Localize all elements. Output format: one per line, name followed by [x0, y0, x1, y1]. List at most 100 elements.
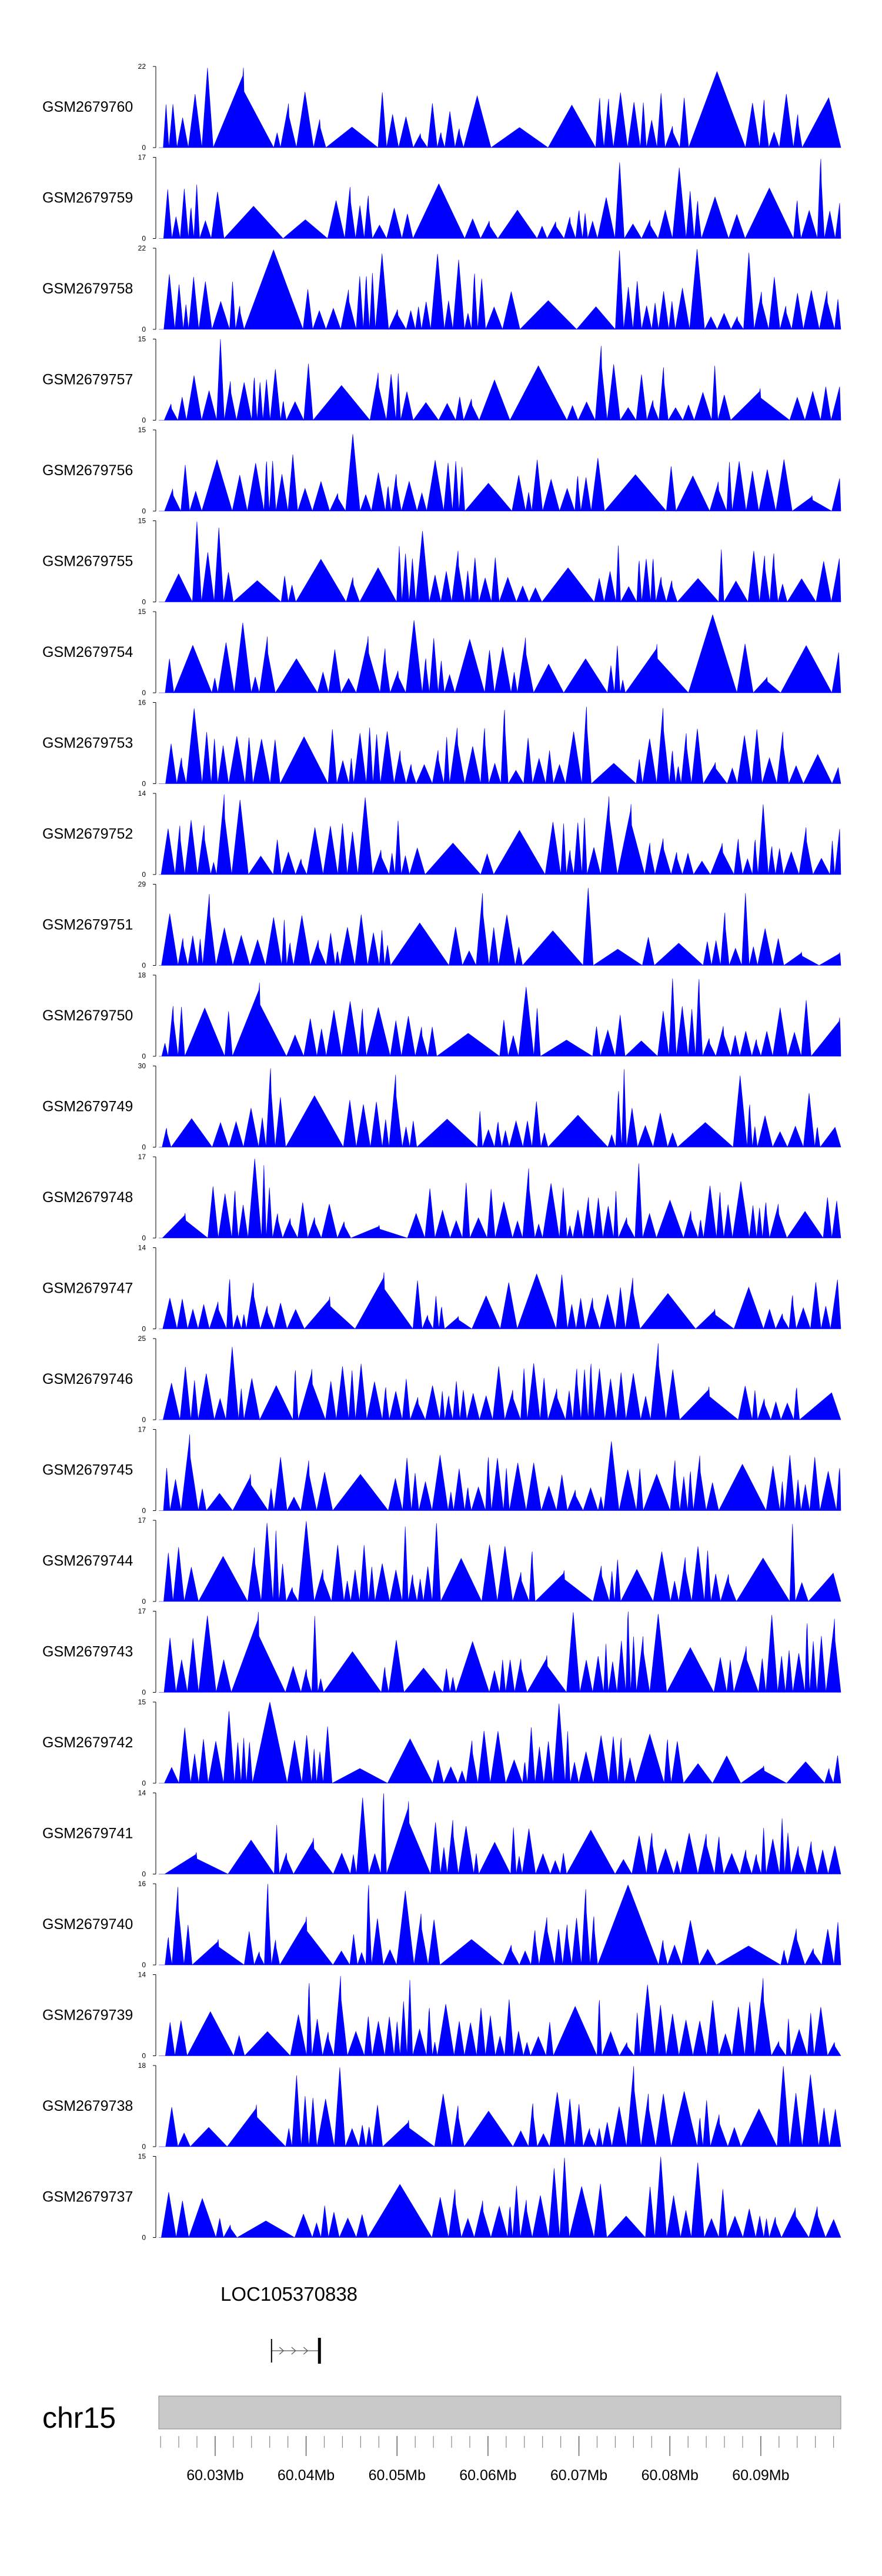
y-tick-max-label: 15	[138, 426, 146, 434]
coverage-area	[159, 794, 841, 876]
coverage-area	[159, 1434, 841, 1511]
y-tick-max-label: 17	[138, 1516, 146, 1524]
track-label: GSM2679750	[42, 1007, 133, 1024]
track-label: GSM2679746	[42, 1371, 133, 1387]
track-label: GSM2679752	[42, 826, 133, 842]
track-GSM2679739: GSM2679739 14 0	[42, 1971, 841, 2060]
y-tick-max-label: 30	[138, 1062, 146, 1070]
track-label: GSM2679757	[42, 372, 133, 388]
y-tick-min-label: 0	[142, 780, 146, 788]
coverage-area	[159, 1976, 841, 2057]
track-label: GSM2679759	[42, 190, 133, 206]
track-label: GSM2679744	[42, 1553, 133, 1569]
gene-label: LOC105370838	[220, 2283, 358, 2305]
y-tick-max-label: 17	[138, 1607, 146, 1616]
y-tick-min-label: 0	[142, 325, 146, 333]
track-GSM2679737: GSM2679737 15 0	[42, 2153, 841, 2242]
y-tick-min-label: 0	[142, 1234, 146, 1242]
coverage-area	[159, 1521, 841, 1603]
track-GSM2679750: GSM2679750 18 0	[42, 971, 841, 1060]
x-tick-label: 60.05Mb	[369, 2467, 426, 2484]
y-tick-max-label: 17	[138, 1426, 146, 1434]
y-tick-min-label: 0	[142, 416, 146, 425]
y-tick-min-label: 0	[142, 235, 146, 243]
y-tick-min-label: 0	[142, 1143, 146, 1152]
track-GSM2679749: GSM2679749 30 0	[42, 1062, 841, 1152]
track-GSM2679744: GSM2679744 17 0	[42, 1516, 841, 1606]
coverage-area	[159, 2066, 841, 2148]
y-tick-max-label: 22	[138, 244, 146, 252]
track-label: GSM2679738	[42, 2098, 133, 2114]
track-GSM2679758: GSM2679758 22 0	[42, 244, 841, 333]
y-tick-min-label: 0	[142, 1507, 146, 1515]
coverage-area	[159, 614, 841, 694]
coverage-area	[159, 1272, 841, 1330]
y-tick-min-label: 0	[142, 2234, 146, 2242]
x-tick-label: 60.03Mb	[186, 2467, 243, 2484]
track-label: GSM2679756	[42, 462, 133, 479]
track-label: GSM2679741	[42, 1826, 133, 1842]
y-tick-min-label: 0	[142, 1779, 146, 1787]
y-tick-max-label: 14	[138, 1789, 146, 1797]
y-tick-max-label: 14	[138, 1244, 146, 1252]
track-GSM2679753: GSM2679753 16 0	[42, 699, 841, 788]
coverage-area	[159, 887, 841, 966]
track-GSM2679756: GSM2679756 15 0	[42, 426, 841, 515]
coverage-area	[159, 2157, 841, 2238]
gene-exon-end	[318, 2338, 321, 2364]
track-label: GSM2679751	[42, 917, 133, 933]
track-GSM2679748: GSM2679748 17 0	[42, 1153, 841, 1242]
x-tick-label: 60.07Mb	[550, 2467, 607, 2484]
track-label: GSM2679739	[42, 2007, 133, 2024]
strand-arrow	[303, 2347, 309, 2355]
track-label: GSM2679743	[42, 1644, 133, 1660]
track-label: GSM2679745	[42, 1462, 133, 1479]
coverage-area	[159, 1611, 841, 1693]
y-tick-min-label: 0	[142, 1416, 146, 1424]
coverage-area	[159, 521, 841, 603]
chromosome-label: chr15	[42, 2401, 116, 2434]
track-label: GSM2679755	[42, 553, 133, 570]
y-tick-min-label: 0	[142, 1870, 146, 1878]
coverage-area	[159, 249, 841, 331]
y-tick-min-label: 0	[142, 1052, 146, 1060]
genome-axis: chr15 60.03Mb 60.04Mb 60.05Mb 60.06Mb 60.07M…	[42, 2395, 841, 2484]
track-GSM2679751: GSM2679751 29 0	[42, 880, 841, 970]
y-tick-max-label: 16	[138, 1880, 146, 1888]
track-GSM2679746: GSM2679746 25 0	[42, 1334, 841, 1424]
track-label: GSM2679758	[42, 281, 133, 297]
track-GSM2679757: GSM2679757 15 0	[42, 335, 841, 425]
track-label: GSM2679754	[42, 644, 133, 660]
y-tick-min-label: 0	[142, 1325, 146, 1333]
coverage-area	[159, 1701, 841, 1784]
track-GSM2679747: GSM2679747 14 0	[42, 1244, 841, 1333]
track-GSM2679760: GSM2679760 22 0	[42, 62, 841, 152]
y-tick-max-label: 15	[138, 2153, 146, 2161]
coverage-area	[159, 1068, 841, 1148]
gene-track: LOC105370838	[220, 2283, 358, 2364]
x-tick-label: 60.08Mb	[642, 2467, 699, 2484]
y-tick-min-label: 0	[142, 689, 146, 697]
coverage-area	[159, 68, 841, 149]
coverage-area	[159, 1159, 841, 1239]
track-label: GSM2679742	[42, 1734, 133, 1751]
x-tick-label: 60.06Mb	[459, 2467, 516, 2484]
track-GSM2679741: GSM2679741 14 0	[42, 1789, 841, 1878]
y-tick-max-label: 18	[138, 971, 146, 979]
y-tick-max-label: 25	[138, 1334, 146, 1343]
coverage-area	[159, 706, 841, 785]
y-tick-min-label: 0	[142, 144, 146, 152]
y-tick-min-label: 0	[142, 507, 146, 515]
ideogram-band	[158, 2395, 841, 2430]
coverage-area	[159, 1793, 841, 1875]
y-tick-min-label: 0	[142, 1689, 146, 1697]
strand-arrow	[291, 2347, 296, 2355]
y-tick-min-label: 0	[142, 598, 146, 606]
y-tick-max-label: 18	[138, 2061, 146, 2070]
y-tick-max-label: 17	[138, 154, 146, 162]
coverage-area	[159, 1884, 841, 1966]
signal-tracks: GSM2679760220GSM2679759170GSM2679758220G…	[42, 62, 841, 2242]
coverage-area	[159, 1343, 841, 1420]
y-tick-max-label: 15	[138, 1698, 146, 1706]
